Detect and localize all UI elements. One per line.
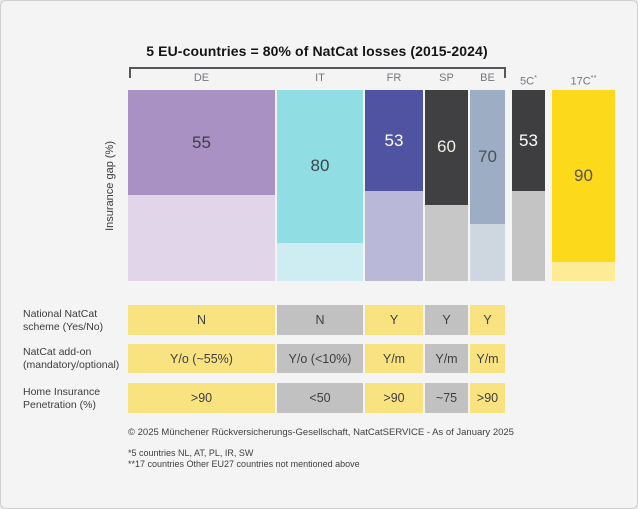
bar-value-sp: 60 — [437, 137, 456, 157]
bar-column-5c: 53 — [512, 90, 545, 281]
y-axis-label-wrap: Insurance gap (%) — [97, 90, 123, 281]
bar-segment-rest-de — [128, 195, 275, 281]
column-header-sp: SP — [425, 71, 468, 85]
table-cell-penetration-be: >90 — [470, 383, 505, 413]
table-cell-addon-sp: Y/m — [425, 344, 468, 373]
copyright-source-line: © 2025 Münchener Rückversicherungs-Gesel… — [128, 427, 514, 438]
five-countries-bracket — [129, 67, 506, 78]
table-cell-penetration-it: <50 — [277, 383, 363, 413]
table-cell-scheme-de: N — [128, 305, 275, 335]
table-cell-penetration-sp: ~75 — [425, 383, 468, 413]
y-axis-label: Insurance gap (%) — [104, 140, 116, 231]
bar-value-be: 70 — [478, 146, 497, 166]
column-header-fr: FR — [365, 71, 423, 85]
column-header-label: SP — [439, 72, 454, 84]
table-row-label-addon: NatCat add-on (mandatory/optional) — [23, 346, 120, 371]
column-header-17c: 17C** — [552, 71, 615, 88]
bar-segment-gap-17c: 90 — [552, 90, 615, 262]
table-row-label-scheme: National NatCat scheme (Yes/No) — [23, 308, 104, 333]
bar-segment-gap-5c: 53 — [512, 90, 545, 192]
bar-column-de: 55 — [128, 90, 275, 281]
column-header-de: DE — [128, 71, 275, 85]
bar-column-fr: 53 — [365, 90, 423, 281]
table-cell-addon-it: Y/o (<10%) — [277, 344, 363, 373]
table-cell-addon-fr: Y/m — [365, 344, 423, 373]
table-cell-addon-be: Y/m — [470, 344, 505, 373]
column-header-it: IT — [277, 71, 363, 85]
column-header-label: DE — [193, 72, 210, 84]
footnote-17-countries: **17 countries Other EU27 countries not … — [128, 459, 360, 469]
bar-segment-gap-fr: 53 — [365, 90, 423, 192]
table-row-label-penetration: Home Insurance Penetration (%) — [23, 386, 101, 411]
bar-segment-gap-be: 70 — [470, 90, 505, 224]
bar-segment-gap-sp: 60 — [425, 90, 468, 205]
bar-segment-rest-it — [277, 242, 363, 281]
table-cell-scheme-sp: Y — [425, 305, 468, 335]
bar-segment-gap-de: 55 — [128, 90, 275, 196]
table-cell-scheme-it: N — [277, 305, 363, 335]
bar-column-be: 70 — [470, 90, 505, 281]
column-header-5c: 5C* — [512, 71, 545, 88]
table-cell-scheme-be: Y — [470, 305, 505, 335]
table-cell-penetration-fr: >90 — [365, 383, 423, 413]
bar-segment-rest-5c — [512, 191, 545, 281]
column-header-label: FR — [386, 72, 402, 84]
footnote-marker: ** — [590, 73, 597, 82]
table-cell-addon-de: Y/o (~55%) — [128, 344, 275, 373]
bar-column-it: 80 — [277, 90, 363, 281]
chart-title: 5 EU-countries = 80% of NatCat losses (2… — [146, 43, 488, 59]
bar-segment-rest-be — [470, 223, 505, 281]
footnote-5-countries: *5 countries NL, AT, PL, IR, SW — [128, 448, 254, 458]
column-header-label: IT — [315, 72, 325, 84]
column-header-label: 17C — [570, 75, 591, 88]
bar-segment-rest-sp — [425, 204, 468, 281]
bar-segment-rest-17c — [552, 261, 615, 281]
footnote-marker: * — [534, 73, 537, 82]
bar-column-17c: 90 — [552, 90, 615, 281]
column-header-label: 5C — [520, 75, 535, 88]
bar-value-fr: 53 — [384, 130, 404, 150]
column-header-be: BE — [470, 71, 505, 85]
column-header-label: BE — [480, 72, 495, 84]
bar-value-de: 55 — [192, 132, 211, 152]
bar-value-it: 80 — [310, 156, 330, 176]
table-cell-penetration-de: >90 — [128, 383, 275, 413]
bar-segment-rest-fr — [365, 191, 423, 281]
bar-value-5c: 53 — [519, 130, 538, 150]
bar-value-17c: 90 — [574, 165, 593, 185]
bar-column-sp: 60 — [425, 90, 468, 281]
bar-segment-gap-it: 80 — [277, 90, 363, 243]
table-cell-scheme-fr: Y — [365, 305, 423, 335]
